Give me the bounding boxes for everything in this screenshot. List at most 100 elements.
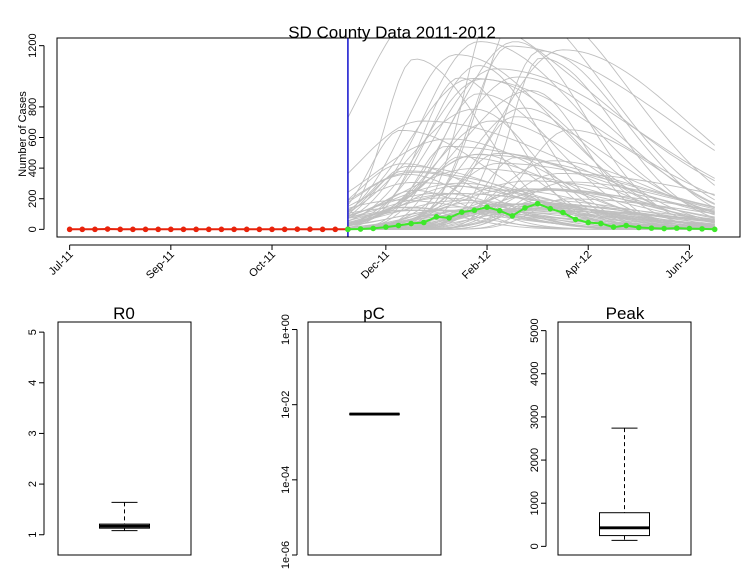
y-tick-label: 4000: [529, 362, 541, 386]
boxplot-title: pC: [363, 304, 385, 323]
boxplot-title: Peak: [606, 304, 645, 323]
x-tick-label: Dec-11: [359, 249, 392, 282]
validation-point: [522, 205, 528, 211]
validation-point: [623, 222, 629, 229]
x-tick-label: Apr-12: [563, 249, 595, 281]
validation-point: [370, 225, 377, 232]
validation-point: [585, 219, 592, 226]
simulation-line: [347, 50, 715, 230]
simulation-line: [347, 154, 715, 227]
validation-point: [547, 205, 554, 212]
validation-point: [686, 225, 693, 232]
validation-point: [636, 224, 642, 231]
boxplot-frame: [307, 321, 442, 556]
simulation-line: [347, 38, 715, 182]
observed-point: [256, 226, 263, 233]
simulation-line: [347, 185, 715, 228]
observed-point: [66, 226, 73, 233]
simulation-line: [347, 145, 715, 230]
validation-point: [357, 226, 364, 232]
validation-point: [471, 207, 478, 214]
simulation-line: [347, 41, 715, 219]
observed-point: [281, 226, 288, 233]
y-axis: 0 200 400 600 800 1200: [27, 33, 45, 232]
validation-point: [509, 213, 516, 219]
y-tick-label: 5: [27, 329, 39, 335]
observed-point: [168, 226, 174, 233]
validation-point: [572, 216, 579, 223]
validation-point: [383, 224, 389, 230]
simulation-line: [347, 78, 715, 211]
validation-point: [534, 200, 541, 207]
validation-point: [610, 224, 617, 230]
boxplot-peak: Peak 0 1000 2000 3000 4000 5000: [529, 304, 692, 556]
y-tick-label: 2000: [529, 448, 541, 472]
observed-point: [218, 226, 225, 233]
validation-point: [648, 225, 655, 231]
y-tick-label: 600: [27, 128, 39, 146]
observed-point: [205, 226, 212, 233]
validation-point: [711, 226, 718, 233]
validation-point: [598, 220, 604, 227]
y-tick-label: 3000: [529, 405, 541, 429]
observed-point: [79, 226, 86, 233]
validation-point: [408, 220, 414, 227]
plot-frame: [56, 37, 741, 238]
observed-point: [231, 226, 237, 233]
simulation-line: [347, 189, 715, 230]
observed-series: [66, 226, 351, 233]
validation-point: [433, 213, 440, 220]
simulation-line: [347, 76, 715, 226]
observed-point: [155, 226, 161, 233]
validation-point: [446, 215, 452, 221]
observed-point: [130, 226, 136, 233]
observed-point: [319, 226, 326, 233]
y-tick-label: 1: [27, 532, 39, 538]
simulation-line: [347, 165, 715, 229]
y-tick-label: 0: [529, 543, 541, 549]
validation-series: [345, 200, 718, 233]
time-series-panel: 0 200 400 600 800 1200 Jul-11 Sep-11 Oct-11 Dec-…: [17, 23, 741, 282]
chart-title: SD County Data 2011-2012: [288, 23, 496, 42]
x-tick-label: Jun-12: [663, 249, 695, 281]
observed-point: [180, 226, 187, 233]
x-tick-label: Feb-12: [460, 249, 493, 282]
observed-point: [142, 226, 149, 233]
y-tick-label: 1e-04: [280, 466, 292, 494]
boxplot-title: R0: [113, 304, 135, 323]
y-tick-label: 5000: [529, 318, 541, 342]
validation-point: [560, 209, 566, 216]
y-tick-label: 0: [27, 226, 39, 232]
validation-point: [699, 226, 705, 232]
observed-point: [294, 226, 301, 232]
boxplot-frame: [57, 321, 192, 556]
y-tick-label: 800: [27, 98, 39, 116]
simulation-line: [347, 210, 715, 229]
observed-point: [92, 226, 98, 233]
validation-point: [345, 226, 351, 233]
observed-point: [269, 226, 275, 233]
y-tick-label: 1200: [27, 33, 39, 57]
validation-point: [673, 225, 680, 231]
observed-point: [117, 226, 124, 233]
simulation-line: [347, 156, 715, 230]
boxplot-r0: R0 1 2 3 4 5: [27, 304, 192, 556]
y-tick-label: 1e-02: [280, 391, 292, 419]
y-tick-label: 1e+00: [280, 314, 292, 345]
y-axis-label: Number of Cases: [17, 91, 29, 177]
validation-point: [661, 225, 667, 232]
x-axis: Jul-11 Sep-11 Oct-11 Dec-11 Feb-12 Apr-12 Jun-…: [47, 244, 696, 282]
boxplot-frame: [557, 321, 692, 556]
x-tick-label: Jul-11: [47, 249, 76, 278]
validation-point: [458, 209, 465, 216]
boxplot-pc: pC 1e+00 1e-02 1e-04 1e-06: [280, 304, 442, 569]
x-tick-label: Oct-11: [247, 249, 278, 280]
simulation-line: [347, 209, 715, 230]
simulation-line: [347, 90, 715, 230]
simulation-line: [347, 68, 715, 224]
y-tick-label: 400: [27, 159, 39, 177]
y-tick-label: 2: [27, 481, 39, 487]
observed-point: [193, 226, 199, 233]
observed-point: [332, 226, 339, 233]
